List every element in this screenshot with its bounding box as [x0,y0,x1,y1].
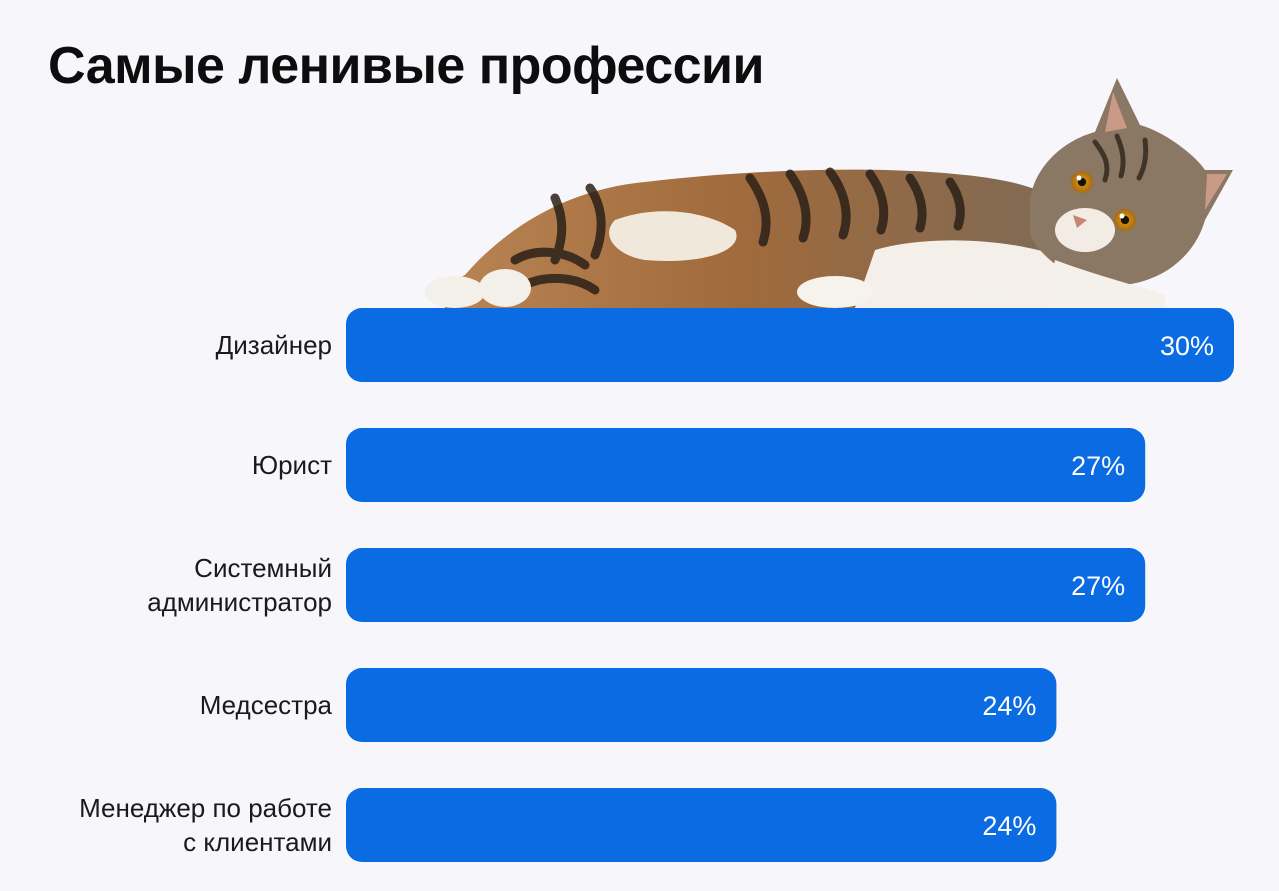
bar-4 [346,788,1057,862]
lying-tabby-cat-icon [425,78,1233,309]
value-label-1: 27% [1071,451,1125,481]
bar-0 [346,308,1234,382]
category-label-4: Менеджер по работе с клиентами [79,793,332,857]
value-label-3: 24% [982,691,1036,721]
value-label-4: 24% [982,811,1036,841]
bar-3 [346,668,1057,742]
category-label-3: Медсестра [200,690,333,720]
value-label-0: 30% [1160,331,1214,361]
bar-1 [346,428,1146,502]
category-label-2: Системный администратор [147,553,332,617]
labels-layer: 30% Дизайнер 27% Юрист 27% Системный администр… [79,330,1214,857]
bar-2 [346,548,1146,622]
category-label-1: Юрист [252,450,332,480]
bars-layer [346,308,1234,862]
value-label-2: 27% [1071,571,1125,601]
chart-title: Самые ленивые профессии [48,37,765,95]
category-label-0: Дизайнер [216,330,332,360]
